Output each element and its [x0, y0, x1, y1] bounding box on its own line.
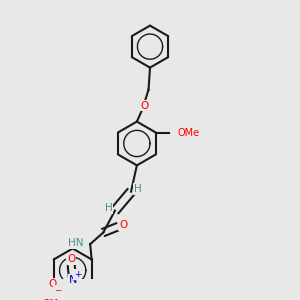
Text: O: O — [140, 100, 148, 110]
Text: OMe: OMe — [177, 128, 199, 137]
Text: O: O — [119, 220, 127, 230]
Text: O: O — [49, 279, 57, 289]
Text: −: − — [54, 286, 62, 295]
Text: +: + — [74, 270, 82, 279]
Text: H: H — [134, 184, 141, 194]
Text: H: H — [105, 203, 112, 213]
Text: HN: HN — [68, 238, 84, 248]
Text: O: O — [67, 254, 75, 265]
Text: OMe: OMe — [43, 299, 65, 300]
Text: N: N — [69, 275, 78, 285]
